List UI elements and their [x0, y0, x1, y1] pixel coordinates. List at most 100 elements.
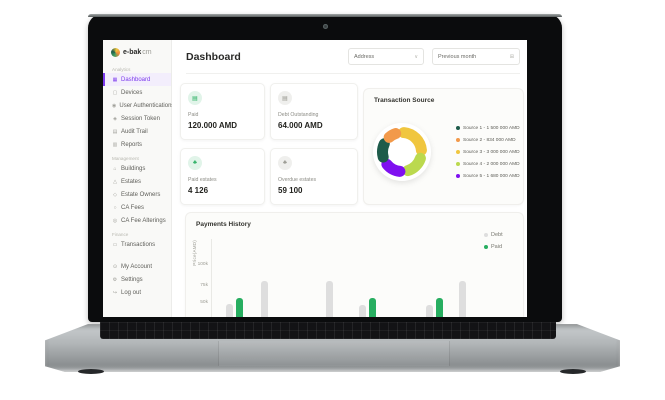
donut-segment-source-4	[402, 152, 426, 177]
log-out-icon: ↪	[112, 289, 118, 296]
bar-paid	[236, 298, 243, 317]
sidebar-item-log-out[interactable]: ↪ Log out	[103, 286, 171, 299]
estate-tree-icon: ♣	[188, 156, 202, 170]
calendar-icon: ⊞	[509, 53, 514, 60]
y-axis-tick: 100k	[197, 262, 208, 267]
sidebar-item-audit-trail[interactable]: ▤ Audit Trail	[103, 125, 171, 138]
sidebar-item-my-account[interactable]: ⊙ My Account	[103, 260, 171, 273]
header-divider	[186, 73, 520, 74]
bar-debt	[326, 280, 333, 317]
audit-trail-icon: ▤	[112, 128, 118, 135]
bar-paid	[436, 298, 443, 317]
bar-debt	[459, 281, 466, 317]
legend-dot-icon	[456, 162, 460, 166]
legend-item-text: Source 4 - 2 000 000 AMD	[463, 161, 520, 167]
sidebar-item-label: Reports	[121, 141, 143, 148]
y-axis-line	[211, 239, 212, 317]
stat-card-value: 4 126	[188, 186, 209, 195]
payment-card-icon: ▤	[188, 91, 202, 105]
stat-card-label: Overdue estates	[278, 177, 317, 183]
sidebar-item-estates[interactable]: △ Estates	[103, 175, 171, 188]
logo-suffix: cm	[142, 49, 152, 56]
legend-item-paid: Paid	[484, 241, 503, 253]
stat-card-paid: ▤ Paid 120.000 AMD	[180, 83, 265, 140]
sidebar-item-label: Log out	[121, 289, 142, 296]
laptop-lid-edge	[88, 14, 562, 17]
sidebar-item-label: Dashboard	[121, 76, 151, 83]
legend-item-text: Source 5 - 1 680 000 AMD	[463, 173, 520, 179]
stat-card-overdue-estates: ♣ Overdue estates 59 100	[270, 148, 358, 205]
bar-debt	[359, 305, 366, 317]
sidebar-item-session-token[interactable]: ◈ Session Token	[103, 112, 171, 125]
stat-card-value: 120.000 AMD	[188, 121, 238, 130]
payments-history-panel: Payments History Debt Paid Price(AMD) 100…	[185, 212, 524, 317]
sidebar-item-label: Session Token	[121, 115, 160, 122]
donut-segment-source-1	[377, 138, 390, 163]
sidebar-item-label: CA Fee Alterings	[121, 217, 166, 224]
main-content: Dashboard Address ∨ Previous month ⊞ ▤ Pa…	[172, 40, 527, 317]
bar-debt	[426, 305, 433, 317]
sidebar-item-dashboard[interactable]: ▦ Dashboard	[103, 73, 171, 86]
laptop-foot-right	[560, 369, 586, 374]
transaction-source-panel: Transaction Source Source 1 - 1 500 000 …	[363, 88, 524, 205]
legend-item-source-3: Source 3 - 3 000 000 AMD	[456, 146, 520, 158]
sidebar-item-user-authentications[interactable]: ◉ User Authentications	[103, 99, 175, 112]
sidebar: e-bakcm Analytics ▦ Dashboard ▢ Devices ◉ User…	[103, 40, 175, 317]
y-axis-tick: 75k	[200, 283, 208, 288]
legend-dot-icon	[456, 138, 460, 142]
sidebar-item-label: Buildings	[121, 165, 146, 172]
donut-segment-source-5	[381, 158, 406, 177]
sidebar-item-label: User Authentications	[119, 102, 175, 109]
logo-brand: e-bak	[123, 49, 142, 56]
sidebar-item-settings[interactable]: ⚙ Settings	[103, 273, 171, 286]
bar-debt	[226, 304, 233, 317]
sidebar-section-gap	[103, 251, 171, 260]
webcam-icon	[323, 24, 328, 29]
sidebar-item-label: Audit Trail	[121, 128, 148, 135]
transaction-source-donut-chart	[364, 113, 442, 191]
stat-card-value: 59 100	[278, 186, 303, 195]
legend-item-text: Source 2 - 834 000 AMD	[463, 137, 516, 143]
legend-dot-icon	[456, 150, 460, 154]
sidebar-section-label: Analytics	[112, 67, 131, 72]
legend-dot-icon	[484, 245, 488, 249]
address-filter-label: Address	[354, 53, 375, 60]
sidebar-item-transactions[interactable]: ▭ Transactions	[103, 238, 171, 251]
estate-tree-icon: ♣	[278, 156, 292, 170]
laptop-lid: e-bakcm Analytics ▦ Dashboard ▢ Devices ◉ User…	[88, 14, 562, 322]
sidebar-item-ca-fees[interactable]: ○ CA Fees	[103, 201, 171, 214]
sidebar-item-reports[interactable]: ▥ Reports	[103, 138, 171, 151]
stat-card-label: Paid	[188, 112, 199, 118]
bar-debt	[261, 280, 268, 317]
stat-card-label: Paid estates	[188, 177, 217, 183]
sidebar-item-estate-owners[interactable]: ◇ Estate Owners	[103, 188, 171, 201]
sidebar-nav: Analytics ▦ Dashboard ▢ Devices ◉ User Authent…	[103, 67, 175, 299]
legend-item-source-4: Source 4 - 2 000 000 AMD	[456, 158, 520, 170]
payment-card-icon: ▤	[278, 91, 292, 105]
sidebar-item-label: CA Fees	[121, 204, 145, 211]
period-filter[interactable]: Previous month ⊞	[432, 48, 520, 65]
sidebar-section-label: Finance	[112, 232, 129, 237]
stat-card-paid-estates: ♣ Paid estates 4 126	[180, 148, 265, 205]
sidebar-item-label: My Account	[121, 263, 153, 270]
legend-item-text: Debt	[491, 232, 503, 238]
sidebar-item-label: Devices	[121, 89, 143, 96]
legend-item-debt: Debt	[484, 229, 503, 241]
ca-fees-icon: ○	[113, 204, 117, 211]
address-filter[interactable]: Address ∨	[348, 48, 424, 65]
sidebar-item-ca-fee-alterings[interactable]: ◎ CA Fee Alterings	[103, 214, 171, 227]
stat-card-label: Debt Outstanding	[278, 112, 319, 118]
devices-icon: ▢	[112, 89, 118, 96]
dashboard-icon: ▦	[112, 76, 118, 83]
legend-dot-icon	[456, 174, 460, 178]
transaction-source-title: Transaction Source	[374, 97, 435, 104]
my-account-icon: ⊙	[112, 263, 118, 270]
sidebar-item-label: Estate Owners	[121, 191, 161, 198]
stat-card-value: 64.000 AMD	[278, 121, 323, 130]
sidebar-item-buildings[interactable]: ⌂ Buildings	[103, 162, 171, 175]
transactions-icon: ▭	[112, 241, 118, 248]
laptop-trackpad	[218, 341, 450, 366]
sidebar-item-devices[interactable]: ▢ Devices	[103, 86, 171, 99]
laptop-screen: e-bakcm Analytics ▦ Dashboard ▢ Devices ◉ User…	[103, 40, 527, 317]
